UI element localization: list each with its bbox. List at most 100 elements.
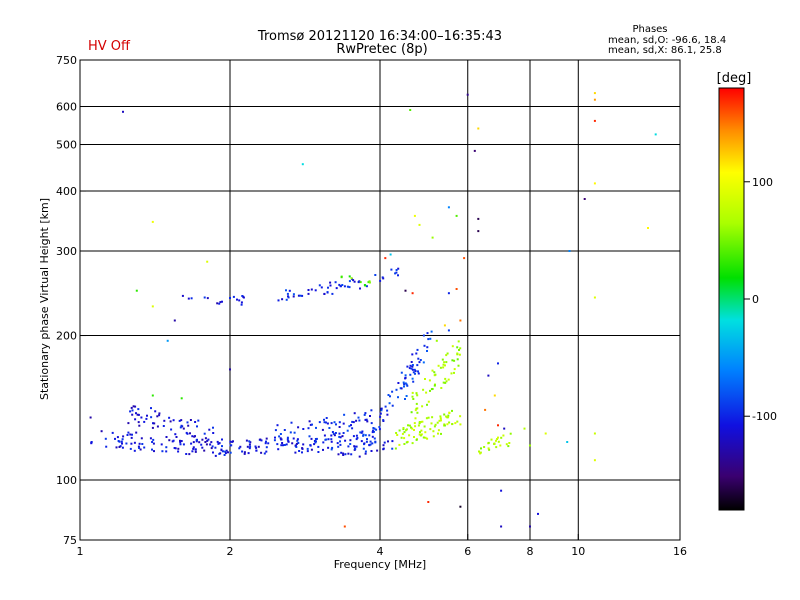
- data-point: [236, 298, 238, 301]
- data-point: [118, 446, 121, 448]
- data-point: [150, 416, 153, 419]
- data-point: [419, 434, 422, 437]
- data-point: [411, 442, 414, 445]
- data-point: [185, 453, 188, 455]
- data-point: [317, 445, 320, 448]
- data-point: [353, 445, 356, 448]
- chart-subtitle: RwPretec (8p): [336, 42, 427, 57]
- data-point: [437, 429, 440, 432]
- data-point: [229, 451, 232, 454]
- y-tick-label: 200: [56, 330, 77, 343]
- data-point: [334, 432, 337, 434]
- data-point: [126, 434, 129, 436]
- data-point: [318, 421, 321, 424]
- data-point: [502, 434, 505, 437]
- data-point: [500, 489, 503, 492]
- data-point: [301, 294, 304, 297]
- data-point: [313, 443, 316, 446]
- data-point: [395, 269, 398, 271]
- data-point: [204, 441, 207, 443]
- colorbar-tick-label: -100: [752, 410, 777, 423]
- data-point: [308, 420, 311, 423]
- data-point: [400, 371, 403, 374]
- data-point: [311, 423, 313, 426]
- data-point: [447, 329, 450, 332]
- data-point: [152, 442, 155, 445]
- data-point: [328, 427, 331, 429]
- data-point: [413, 429, 415, 431]
- data-point: [507, 445, 510, 448]
- data-point: [654, 133, 657, 136]
- data-point: [493, 442, 496, 445]
- data-point: [421, 405, 424, 408]
- data-point: [122, 435, 125, 438]
- data-point: [348, 286, 351, 289]
- data-point: [348, 275, 351, 278]
- data-point: [309, 423, 312, 426]
- data-point: [373, 437, 376, 440]
- data-point: [416, 394, 419, 397]
- data-point: [354, 448, 357, 451]
- data-point: [432, 430, 435, 433]
- data-point: [122, 110, 124, 113]
- data-point: [248, 443, 251, 446]
- data-point: [143, 446, 146, 449]
- data-point: [351, 420, 354, 423]
- data-point: [493, 394, 496, 397]
- data-point: [488, 448, 491, 451]
- data-point: [371, 435, 374, 438]
- data-point: [325, 417, 328, 419]
- data-point: [152, 422, 154, 425]
- data-point: [115, 446, 118, 449]
- data-point: [497, 424, 499, 427]
- data-point: [414, 425, 417, 428]
- data-point: [395, 271, 398, 274]
- x-tick-label: 6: [464, 545, 471, 558]
- data-point: [447, 414, 450, 417]
- data-point: [207, 438, 210, 441]
- data-point: [383, 441, 386, 444]
- data-point: [325, 421, 327, 424]
- data-point: [390, 268, 393, 271]
- data-point: [410, 367, 413, 370]
- data-point: [426, 332, 429, 335]
- data-point: [355, 438, 358, 441]
- data-point: [368, 434, 371, 437]
- data-point: [216, 440, 219, 443]
- data-point: [566, 441, 569, 443]
- data-point: [344, 439, 347, 442]
- data-point: [415, 352, 418, 355]
- y-tick-label: 75: [63, 534, 77, 547]
- data-point: [415, 407, 418, 410]
- data-point: [343, 285, 346, 288]
- data-point: [347, 452, 350, 455]
- data-point: [395, 432, 398, 434]
- data-point: [306, 447, 309, 450]
- chart-title: Tromsø 20121120 16:34:00–16:35:43: [257, 29, 502, 44]
- data-point: [456, 352, 459, 355]
- data-point: [152, 438, 155, 441]
- data-point: [366, 420, 369, 423]
- data-point: [165, 446, 168, 449]
- data-point: [417, 357, 420, 360]
- data-point: [487, 374, 490, 377]
- data-point: [362, 433, 365, 436]
- data-point: [151, 394, 154, 397]
- data-point: [389, 395, 391, 398]
- data-point: [211, 445, 214, 448]
- data-point: [180, 424, 183, 427]
- x-tick-label: 8: [527, 545, 534, 558]
- data-point: [267, 442, 270, 445]
- data-point: [330, 448, 333, 451]
- data-point: [323, 292, 326, 295]
- y-tick-label: 400: [56, 185, 77, 198]
- data-point: [194, 450, 197, 453]
- data-point: [315, 440, 317, 443]
- data-point: [212, 451, 214, 454]
- data-point: [90, 441, 93, 443]
- data-point: [429, 337, 432, 340]
- data-point: [463, 257, 466, 260]
- data-point: [180, 419, 183, 422]
- data-point: [179, 443, 182, 446]
- data-point: [168, 416, 171, 419]
